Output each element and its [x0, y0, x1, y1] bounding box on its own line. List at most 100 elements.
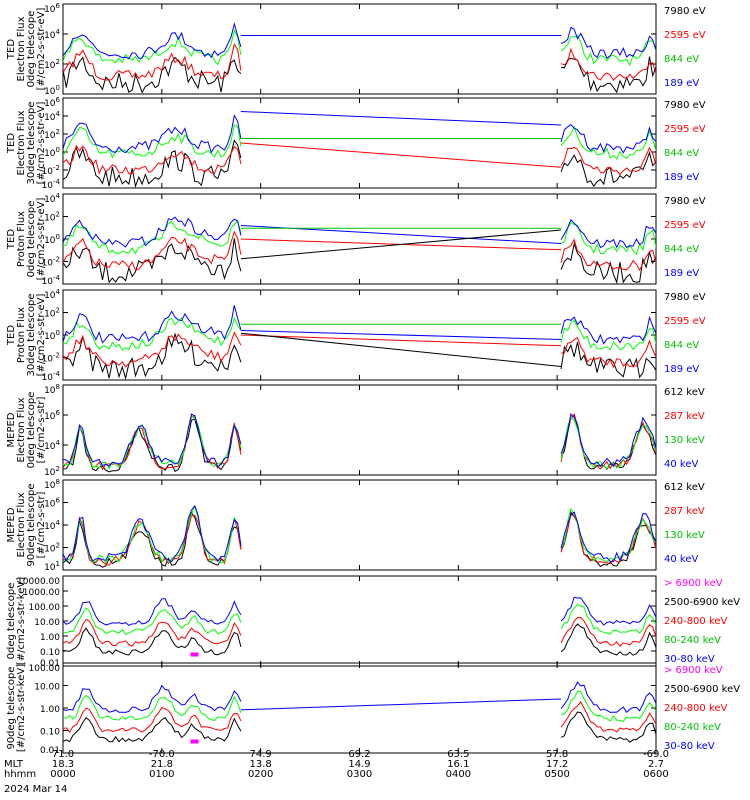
y-tick-label: 0.01 [40, 659, 60, 669]
gap-line [240, 330, 562, 340]
gap-line [240, 332, 562, 367]
y-axis-label: 0deg telescope [26, 392, 37, 469]
gap-line [240, 142, 562, 168]
y-tick-label: 10.00 [34, 618, 60, 628]
legend-entry: > 6900 keV [664, 665, 723, 676]
x-tick-label: 0600 [643, 769, 668, 780]
gap-line [240, 229, 562, 260]
series-line [63, 114, 656, 154]
legend-entry: 30-80 keV [664, 654, 715, 665]
series-line [63, 603, 656, 636]
x-tick-label: 0500 [544, 769, 569, 780]
x-tick-label: 17.2 [546, 759, 568, 770]
y-axis-label: 30deg telescope [26, 293, 37, 376]
y-axis-label: TED [6, 39, 17, 60]
panel-frame [62, 289, 657, 381]
panel-frame [62, 97, 657, 189]
y-axis-label: Proton Flux [16, 211, 27, 267]
legend-entry: 189 eV [664, 268, 699, 279]
series-line [63, 711, 656, 743]
y-axis-label: [#/cm2-s-str-keV] [16, 664, 27, 752]
legend-entry: 612 keV [664, 387, 705, 398]
legend-entry: 189 eV [664, 364, 699, 375]
y-tick-label: 0.10 [40, 728, 60, 738]
y-tick-label: 108 [44, 478, 60, 491]
y-axis-label: Electron Flux [16, 16, 27, 81]
series-group [63, 681, 656, 744]
series-line [63, 412, 656, 468]
x-tick-label: 18.3 [52, 759, 74, 770]
gap-line [240, 698, 562, 711]
legend-entry: 2595 eV [664, 30, 706, 41]
x-tick-label: 74.9 [250, 749, 272, 760]
series-group [63, 305, 656, 380]
series-line [63, 21, 656, 60]
series-line [63, 690, 656, 722]
series-marker [190, 652, 199, 657]
legend-entry: 189 eV [664, 172, 699, 183]
series-line [63, 124, 656, 160]
y-tick-label: 10000.00 [17, 577, 60, 587]
legend-entry: 2595 eV [664, 316, 706, 327]
series-line [63, 616, 656, 647]
legend-entry: 844 eV [664, 148, 699, 159]
series-line [63, 413, 656, 471]
x-tick-label: 0300 [347, 769, 372, 780]
legend-entry: 30-80 keV [664, 741, 715, 752]
x-tick-label: 63.5 [447, 749, 469, 760]
legend-entry: 130 keV [664, 435, 705, 446]
legend-entry: 240-800 keV [664, 703, 728, 714]
series-group [63, 216, 656, 284]
y-axis-label: [#/cm2-s-str-eV] [36, 294, 47, 377]
legend-entry: 287 keV [664, 411, 705, 422]
series-line [63, 331, 656, 369]
x-tick-label: 21.8 [151, 759, 173, 770]
y-tick-label: 1.00 [40, 633, 60, 643]
y-axis-label: [#/cm2-s-str-keV] [16, 577, 27, 665]
x-tick-label: 0100 [149, 769, 174, 780]
series-line [63, 504, 656, 564]
series-line [63, 414, 656, 473]
gap-line [240, 111, 562, 126]
y-tick-label: 1.00 [40, 705, 60, 715]
legend-entry: 80-240 keV [664, 635, 721, 646]
series-group [63, 412, 656, 473]
series-line [63, 332, 656, 380]
series-line [63, 700, 656, 733]
y-axis-label: 0deg telescope [6, 583, 17, 660]
legend-entry: 844 eV [664, 54, 699, 65]
y-axis-label: [#/cm2-s-str] [36, 491, 47, 558]
y-tick-label: 100.00 [29, 603, 61, 613]
legend-entry: 7980 eV [664, 196, 706, 207]
series-group [63, 111, 656, 188]
series-group [63, 596, 656, 657]
legend-entry: 287 keV [664, 506, 705, 517]
y-axis-label: MEPED [6, 412, 17, 447]
y-tick-label: 102 [44, 465, 60, 478]
series-line [63, 238, 656, 284]
y-axis-label: [#/cm2-s-str-eV] [36, 102, 47, 185]
x-tick-label: 57.8 [546, 749, 568, 760]
series-group [63, 21, 656, 94]
gap-line [240, 334, 562, 347]
series-line [63, 219, 656, 256]
y-axis-label: 90deg telescope [6, 666, 17, 749]
legend-entry: 7980 eV [664, 100, 706, 111]
y-axis-label: 0deg telescope [26, 11, 37, 88]
y-axis-label: Electron Flux [16, 110, 27, 175]
x-axis-row-label: MLT [4, 759, 24, 770]
series-line [63, 414, 656, 470]
y-axis-label: TED [6, 229, 17, 250]
y-tick-label: 10.00 [34, 683, 60, 693]
series-line [63, 596, 656, 626]
y-axis-label: Electron Flux [16, 492, 27, 557]
legend-entry: 2500-6900 keV [664, 597, 740, 608]
x-tick-label: 13.8 [250, 759, 272, 770]
legend-entry: 130 keV [664, 530, 705, 541]
